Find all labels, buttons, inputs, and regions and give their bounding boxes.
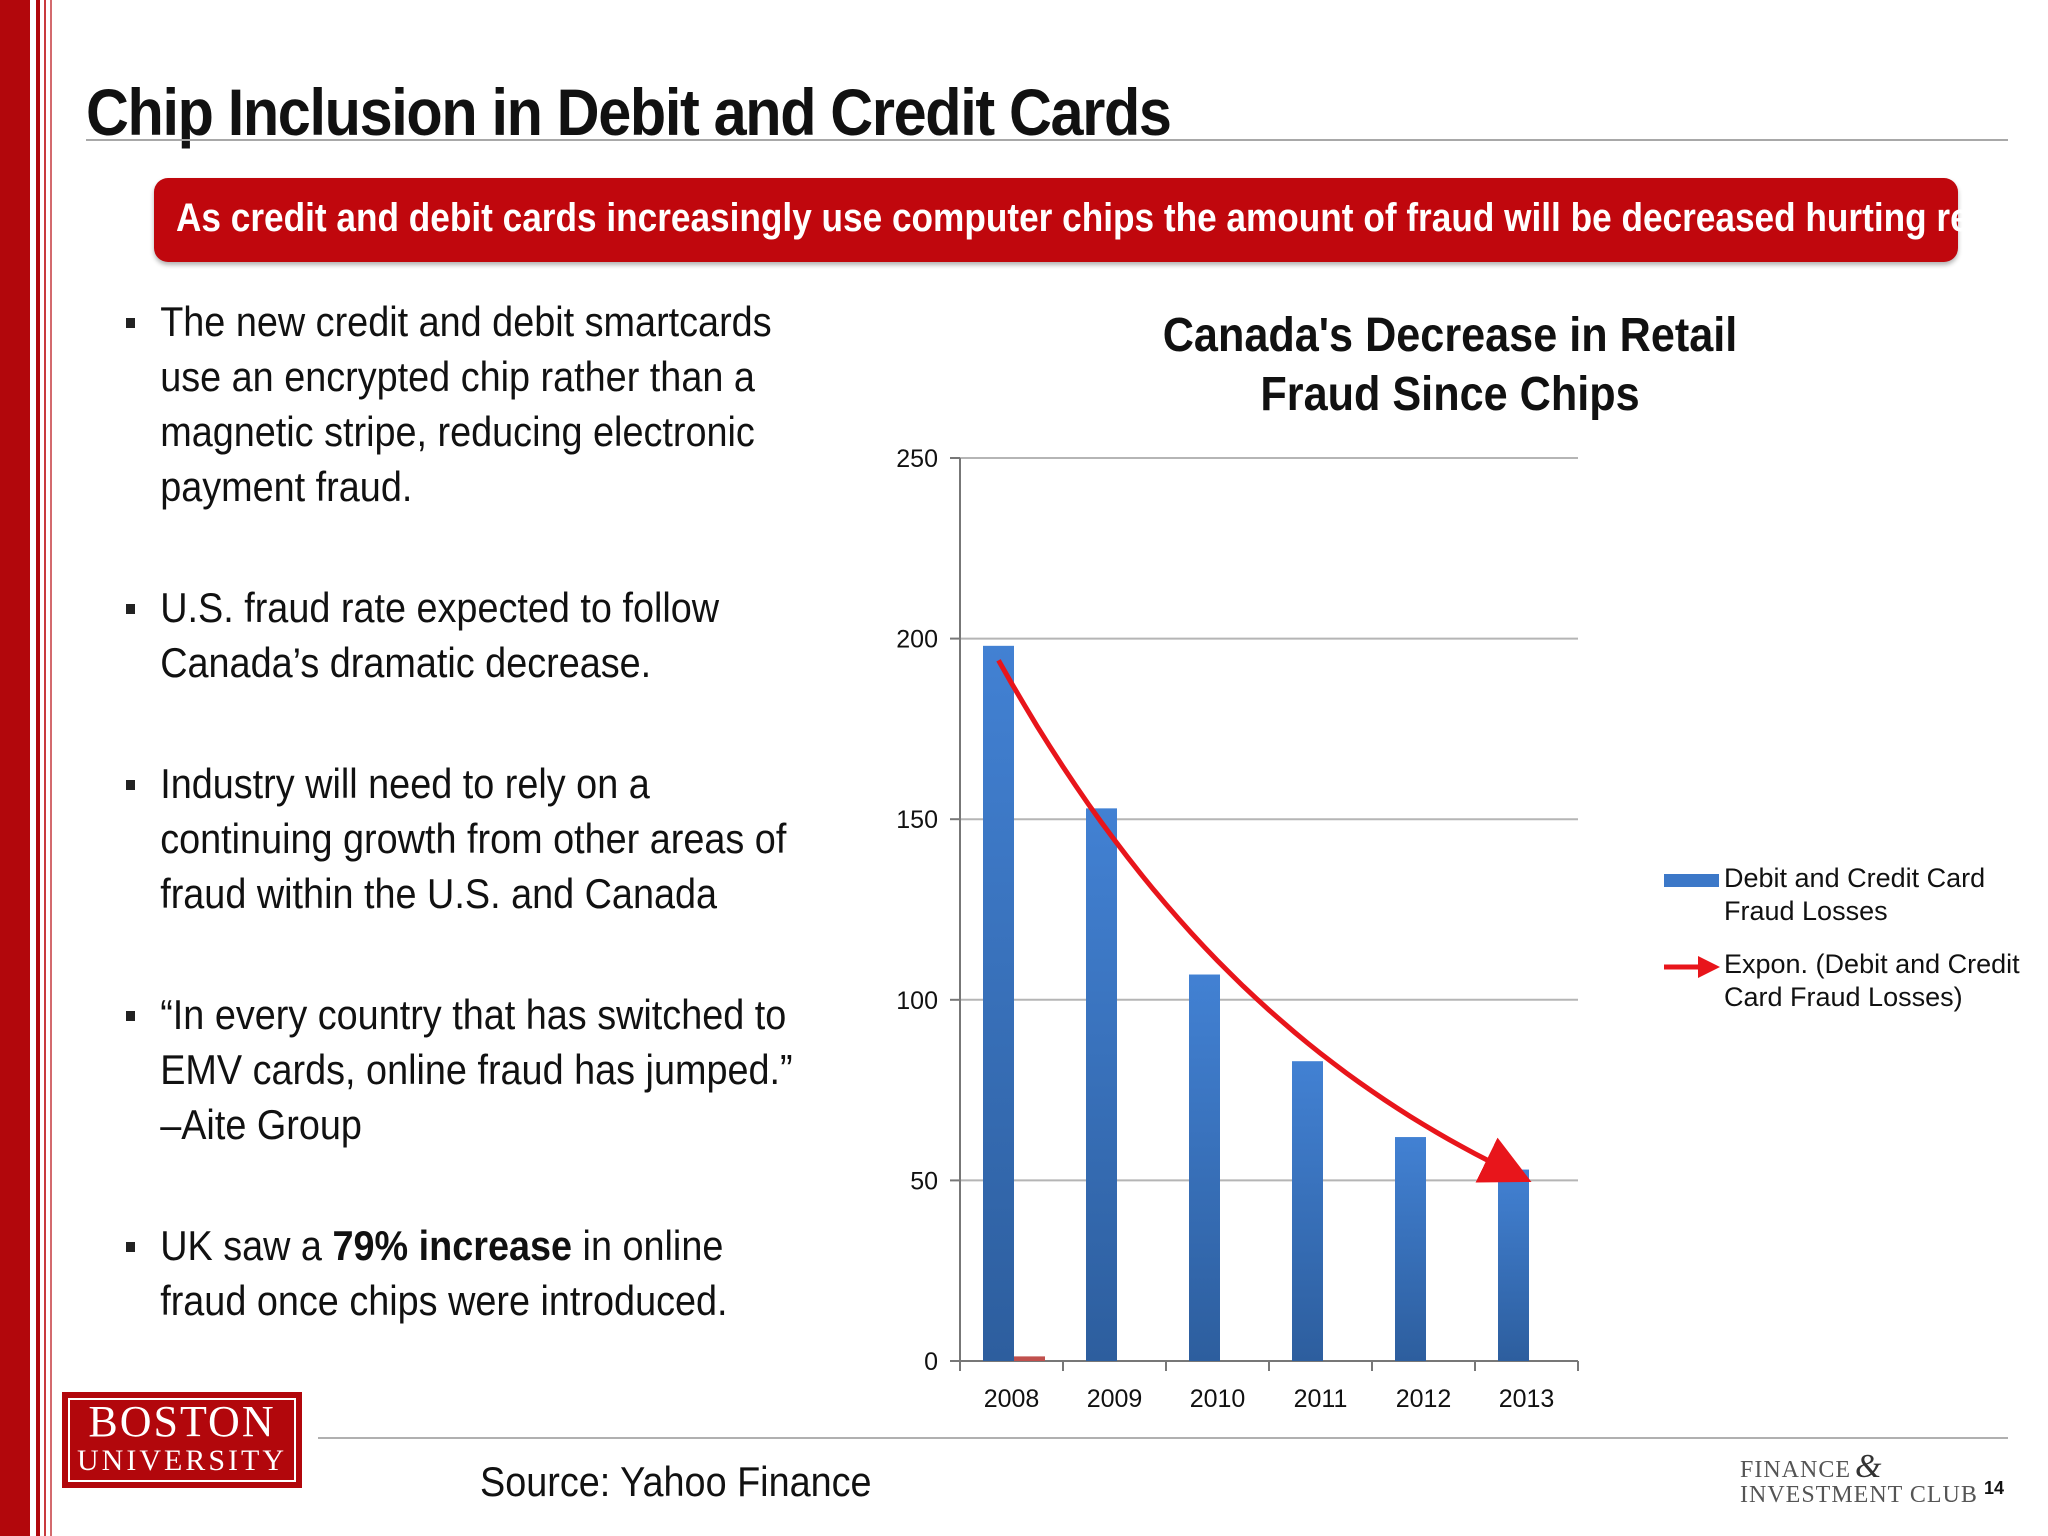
bullet-line: payment fraud.: [160, 463, 413, 510]
trendline-curve: [996, 659, 1532, 1183]
bullet-line: magnetic stripe, reducing electronic: [160, 408, 755, 455]
bullet-text: UK saw a: [160, 1222, 333, 1269]
trendline-layer: [996, 659, 1532, 1183]
chart-title: Canada's Decrease in Retail Fraud Since …: [1135, 306, 1765, 424]
legend-item-fraud-losses: Debit and Credit Card Fraud Losses: [1662, 862, 2042, 928]
summary-banner: As credit and debit cards increasingly u…: [154, 178, 2048, 262]
x-tick-label: 2010: [1190, 1385, 1246, 1413]
y-tick-label: 150: [896, 806, 938, 834]
bullet-line: “In every country that has switched to: [160, 991, 787, 1038]
bar-2008: [983, 645, 1014, 1361]
left-accent-line: [50, 0, 52, 1536]
x-tick-label: 2008: [984, 1385, 1040, 1413]
bullet-line: fraud once chips were introduced.: [160, 1277, 728, 1324]
bar-2011: [1292, 1061, 1323, 1361]
bar-2009: [1086, 808, 1117, 1361]
legend-label: Expon. (Debit and Credit: [1724, 949, 2020, 979]
chart-title-line: Canada's Decrease in Retail: [1162, 309, 1738, 362]
bar-2012: [1395, 1137, 1426, 1361]
bullet-item: “In every country that has switched to E…: [126, 987, 793, 1152]
club-logo-text: FINANCE: [1740, 1457, 1852, 1483]
bar-2013: [1498, 1169, 1529, 1361]
source-note: Source: Yahoo Finance: [480, 1458, 872, 1505]
x-tick-label: 2013: [1499, 1385, 1555, 1413]
left-accent-line: [44, 0, 46, 1536]
y-tick-label: 200: [896, 626, 938, 654]
logo-text: BOSTON: [88, 1397, 276, 1446]
y-tick-label: 50: [910, 1167, 938, 1195]
chart-legend: Debit and Credit Card Fraud Losses Expon…: [1662, 862, 2042, 1034]
x-tick-label: 2009: [1087, 1385, 1143, 1413]
x-tick-label: 2011: [1294, 1385, 1348, 1413]
bullet-line: U.S. fraud rate expected to follow: [160, 584, 720, 631]
legend-label: Card Fraud Losses): [1724, 982, 1963, 1012]
banner-text: As credit and debit cards increasingly u…: [176, 196, 2048, 240]
bullet-text: in online: [572, 1222, 724, 1269]
y-tick-label: 250: [896, 445, 938, 473]
secondary-bar-2008: [1014, 1356, 1045, 1361]
bullet-line: Canada’s dramatic decrease.: [160, 639, 652, 686]
bullet-line: continuing growth from other areas of: [160, 815, 787, 862]
bullet-line: fraud within the U.S. and Canada: [160, 870, 718, 917]
left-accent-bar: [0, 0, 30, 1536]
bullet-item: UK saw a 79% increase in online fraud on…: [126, 1218, 756, 1328]
y-tick-label: 0: [924, 1348, 938, 1376]
legend-label: Debit and Credit Card: [1724, 863, 1986, 893]
title-divider: [86, 139, 2008, 141]
bullet-line: use an encrypted chip rather than a: [160, 353, 755, 400]
bullet-line: EMV cards, online fraud has jumped.”: [160, 1046, 793, 1093]
bullet-line: –Aite Group: [160, 1101, 362, 1148]
club-logo-ampersand: &: [1855, 1448, 1882, 1485]
chart-bars: [983, 645, 1529, 1361]
grid-lines: [960, 457, 1578, 1182]
bullet-item: U.S. fraud rate expected to follow Canad…: [126, 580, 756, 690]
logo-text: UNIVERSITY: [77, 1444, 287, 1477]
club-logo-top: FINANCE &: [1740, 1448, 1980, 1486]
bullet-emphasis: 79% increase: [332, 1222, 573, 1269]
legend-item-trendline: Expon. (Debit and Credit Card Fraud Loss…: [1662, 948, 2042, 1014]
tick-labels: 0 50 100 150 200 250 2008 2009 2010 2011 2012 2013: [896, 445, 1554, 1413]
bullet-item: The new credit and debit smartcards use …: [126, 294, 772, 514]
footer-divider: [318, 1437, 2008, 1439]
bullet-line: The new credit and debit smartcards: [160, 298, 772, 345]
slide-title: Chip Inclusion in Debit and Credit Cards: [86, 75, 1172, 149]
chart-axes: [950, 457, 1579, 1371]
page-number: 14: [1984, 1478, 2005, 1498]
club-logo-text: INVESTMENT CLUB: [1740, 1482, 1978, 1508]
finance-club-logo: FINANCE & INVESTMENT CLUB: [1740, 1448, 1980, 1509]
x-tick-label: 2012: [1396, 1385, 1452, 1413]
legend-label: Fraud Losses: [1724, 896, 1888, 926]
legend-arrow-icon: [1664, 956, 1720, 978]
legend-bar-swatch: [1664, 874, 1719, 887]
bar-2010: [1189, 974, 1220, 1361]
bullet-list: The new credit and debit smartcards use …: [126, 294, 826, 1328]
boston-university-logo: BOSTON UNIVERSITY: [62, 1392, 302, 1488]
bullet-line: UK saw a 79% increase in online: [160, 1218, 756, 1273]
chart-title-line: Fraud Since Chips: [1260, 368, 1640, 421]
y-tick-label: 100: [896, 987, 938, 1015]
left-accent-line: [36, 0, 40, 1536]
bullet-line: Industry will need to rely on a: [160, 760, 650, 807]
bullet-item: Industry will need to rely on a continui…: [126, 756, 787, 921]
logo-border: [68, 1398, 296, 1482]
